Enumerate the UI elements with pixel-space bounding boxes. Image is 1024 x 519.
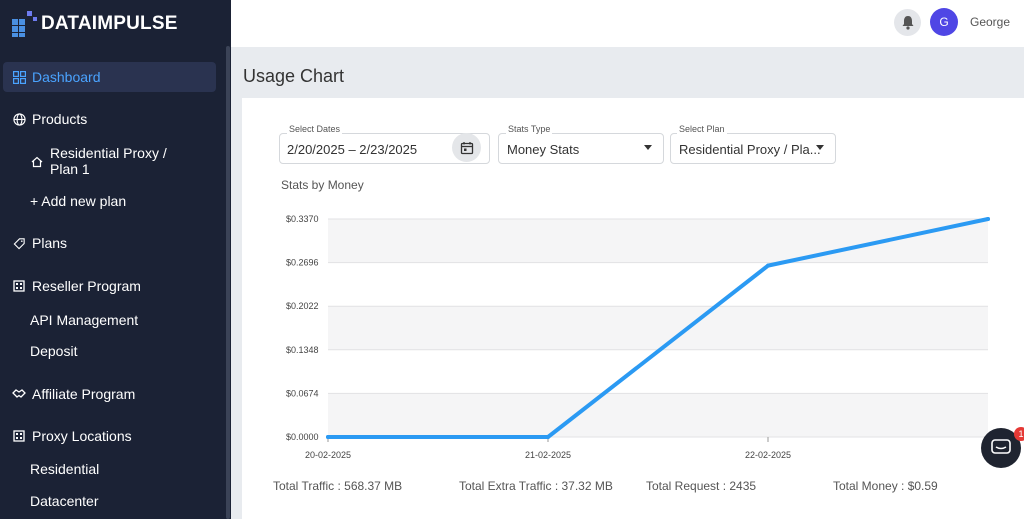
sidebar-item-residential[interactable]: Residential xyxy=(30,461,100,477)
page-title: Usage Chart xyxy=(243,66,345,86)
sidebar-item-label: Residential Proxy / xyxy=(50,145,167,161)
total-extra-traffic: Total Extra Traffic : 37.32 MB xyxy=(459,479,613,493)
globe-icon xyxy=(12,112,26,126)
grid-band xyxy=(328,262,988,307)
sidebar-item-reseller-program[interactable]: Reseller Program xyxy=(12,278,228,294)
stats-type-select[interactable] xyxy=(498,133,664,164)
y-tick-label: $0.3370 xyxy=(286,214,319,224)
sidebar-item-residential-proxy-plan[interactable]: Residential Proxy / Plan 1 xyxy=(30,145,246,177)
date-range-label: Select Dates xyxy=(287,124,343,134)
stats-type-value[interactable]: Money Stats xyxy=(507,142,580,157)
sidebar-item-affiliate-program[interactable]: Affiliate Program xyxy=(12,386,228,402)
stats-type-label: Stats Type xyxy=(506,124,553,134)
chevron-down-icon[interactable] xyxy=(644,145,652,150)
total-money: Total Money : $0.59 xyxy=(833,479,938,493)
username[interactable]: George xyxy=(970,15,1011,29)
x-tick-label: 21-02-2025 xyxy=(525,450,571,460)
chevron-down-icon[interactable] xyxy=(816,145,824,150)
date-range-value[interactable]: 2/20/2025 – 2/23/2025 xyxy=(287,142,418,157)
logo-icon xyxy=(12,11,38,37)
sidebar-scrollbar[interactable] xyxy=(226,46,230,519)
plan-select[interactable] xyxy=(670,133,836,164)
sidebar-item-label: Products xyxy=(32,111,88,127)
y-tick-label: $0.2022 xyxy=(286,301,319,311)
grid-band xyxy=(328,393,988,437)
total-traffic: Total Traffic : 568.37 MB xyxy=(273,479,403,493)
total-requests: Total Request : 2435 xyxy=(646,479,757,493)
top-bar xyxy=(231,0,1024,47)
chat-launcher-icon[interactable] xyxy=(981,428,1021,468)
plan-label: Select Plan xyxy=(677,124,727,134)
building-icon xyxy=(12,279,26,293)
y-tick-label: $0.0674 xyxy=(286,388,319,398)
sidebar-item-products[interactable]: Products xyxy=(12,111,228,127)
y-tick-label: $0.0000 xyxy=(286,432,319,442)
sidebar-item-datacenter[interactable]: Datacenter xyxy=(30,493,99,509)
sidebar-item-label: Reseller Program xyxy=(32,278,141,294)
chart-title: Stats by Money xyxy=(281,178,364,192)
notification-bell-icon[interactable] xyxy=(894,9,921,36)
handshake-icon xyxy=(12,387,26,401)
sidebar-item-proxy-locations[interactable]: Proxy Locations xyxy=(12,428,228,444)
data-point[interactable] xyxy=(986,217,990,221)
sidebar-item-dashboard[interactable]: Dashboard xyxy=(3,62,216,92)
sidebar-item-api-management[interactable]: API Management xyxy=(30,312,139,328)
calendar-icon[interactable] xyxy=(452,133,481,162)
y-tick-label: $0.2696 xyxy=(286,258,319,268)
add-new-plan-link[interactable]: + Add new plan xyxy=(30,193,127,209)
building-icon xyxy=(12,429,26,443)
x-tick-label: 20-02-2025 xyxy=(305,450,351,460)
avatar[interactable]: G xyxy=(930,8,958,36)
sidebar-item-plans[interactable]: Plans xyxy=(12,235,228,251)
x-tick-label: 22-02-2025 xyxy=(745,450,791,460)
sidebar-item-label: Proxy Locations xyxy=(32,428,132,444)
grid-band xyxy=(328,349,988,394)
home-icon xyxy=(30,155,44,169)
grid-band xyxy=(328,306,988,350)
money-series-line[interactable] xyxy=(326,217,990,439)
data-point[interactable] xyxy=(766,263,770,268)
plan-value[interactable]: Residential Proxy / Pla... xyxy=(679,142,821,157)
data-point[interactable] xyxy=(546,435,550,439)
chat-unread-badge: 1 xyxy=(1014,427,1024,441)
sidebar-item-label: Dashboard xyxy=(32,69,101,85)
sidebar: DATAIMPULSE Dashboard Products Residenti… xyxy=(0,0,231,519)
sidebar-item-label: Affiliate Program xyxy=(32,386,136,402)
y-tick-label: $0.1348 xyxy=(286,345,319,355)
brand-name: DATAIMPULSE xyxy=(41,13,178,34)
sidebar-item-deposit[interactable]: Deposit xyxy=(30,343,78,359)
brand-logo[interactable]: DATAIMPULSE xyxy=(12,8,178,40)
sidebar-item-label-line2: Plan 1 xyxy=(50,161,90,177)
sidebar-item-label: Plans xyxy=(32,235,68,251)
dashboard-grid-icon xyxy=(12,70,26,84)
data-point[interactable] xyxy=(326,435,330,439)
tag-icon xyxy=(12,236,26,250)
